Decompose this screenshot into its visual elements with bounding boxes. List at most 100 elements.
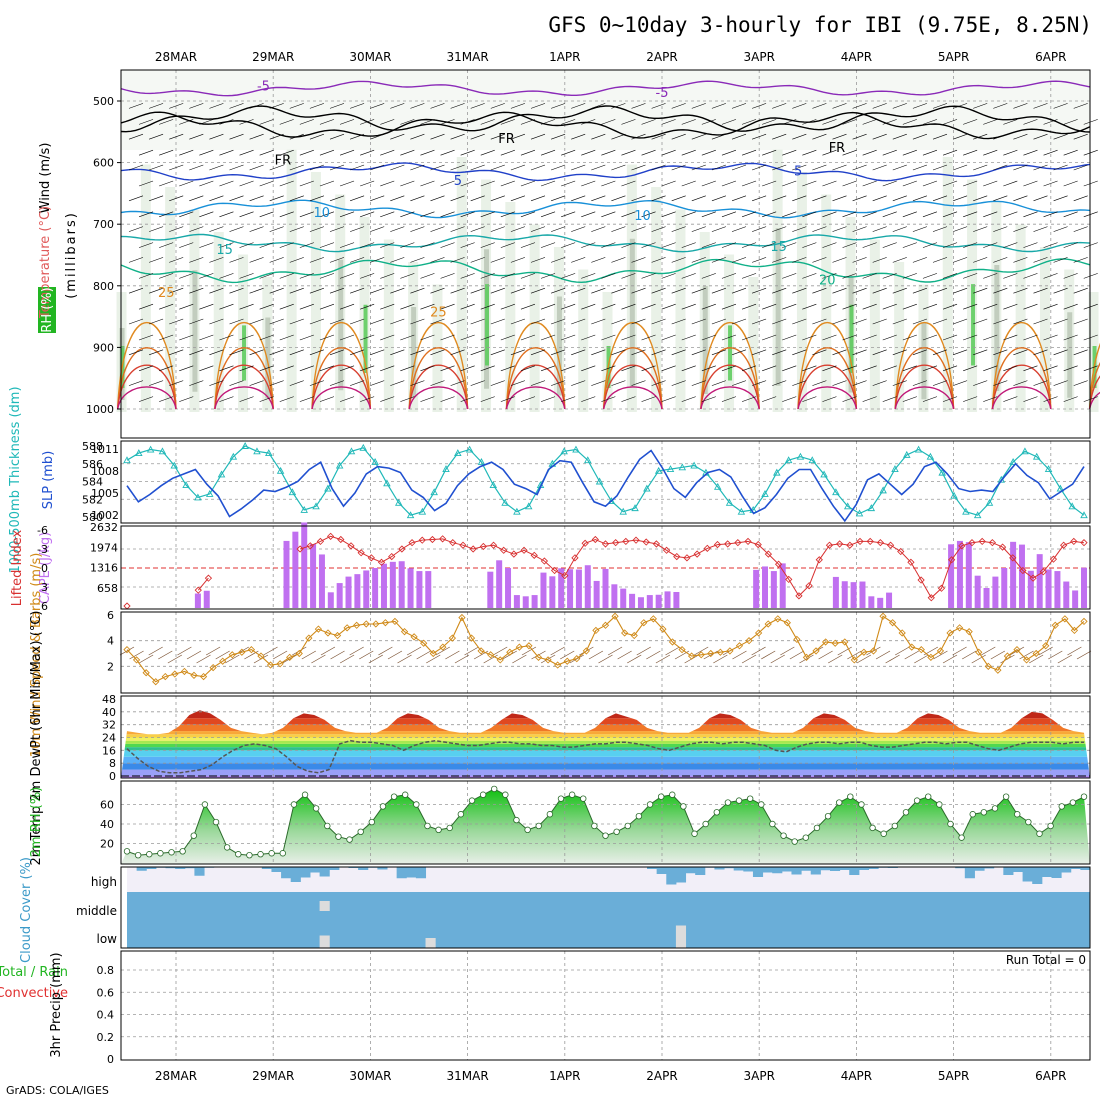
- wind-barb: [339, 334, 355, 341]
- cape-tick-label: 1316: [90, 562, 118, 575]
- cloud-mid-low-fill: [127, 892, 1090, 948]
- wind-barb: [440, 119, 455, 125]
- wind-barb: [621, 334, 636, 341]
- rh2m-point: [268, 850, 275, 857]
- wind-barb: [1023, 180, 1038, 187]
- rh2m-point: [502, 791, 509, 798]
- wind-barb: [380, 119, 395, 125]
- lifted-index-point: [846, 541, 854, 549]
- wind-barb: [269, 287, 284, 294]
- wind-barb: [772, 103, 787, 109]
- wind10m-speed-point: [917, 646, 925, 654]
- wind-barb: [1073, 103, 1088, 109]
- cloud-high-bar: [791, 867, 802, 875]
- rh2m-point: [1080, 793, 1088, 800]
- wind-barb: [591, 133, 606, 140]
- wind-barb: [339, 365, 355, 372]
- wind10m-barb: [961, 650, 977, 660]
- wind-barb: [751, 133, 767, 140]
- thickness-point: [643, 484, 651, 492]
- lifted-index-point: [1070, 537, 1078, 546]
- wind-barb: [581, 273, 596, 279]
- wind10m-barb: [186, 650, 202, 660]
- rh2m-point: [212, 818, 220, 826]
- wind10m-speed-point: [697, 651, 705, 659]
- wind-barb: [299, 119, 314, 125]
- cape-bar: [318, 554, 325, 608]
- cloud-high-bar: [1012, 867, 1024, 872]
- wind-barb: [872, 164, 887, 171]
- cloud-low-gap: [675, 925, 687, 948]
- contour-label: 10: [314, 206, 331, 221]
- lifted-index-point: [377, 558, 386, 566]
- wind-barb: [942, 149, 958, 156]
- cape-bar: [549, 576, 556, 608]
- wind-barb: [802, 242, 817, 248]
- cape-bar: [575, 569, 582, 608]
- cape-bar: [1010, 541, 1017, 608]
- lifted-index-point: [326, 532, 335, 540]
- wind-barb: [912, 133, 928, 140]
- top-date-label: 5APR: [938, 50, 969, 64]
- wind-barb: [993, 133, 1008, 140]
- wind-barb: [480, 303, 495, 310]
- wind10m-barb: [282, 654, 297, 664]
- wind-barb: [279, 149, 294, 156]
- wind-barb: [179, 365, 194, 372]
- wind-barb: [922, 273, 938, 279]
- cloud-high-bar: [175, 867, 186, 869]
- wind-barb: [581, 242, 596, 248]
- wind10m-speed-point: [601, 621, 610, 629]
- wind-barb: [762, 303, 777, 310]
- wind-barb: [199, 180, 214, 187]
- rh2m-point: [824, 813, 832, 820]
- lifted-index-line: [197, 535, 1085, 599]
- wind-barb: [731, 133, 747, 140]
- lifted-index-point: [876, 539, 885, 547]
- wind-barb: [711, 133, 727, 140]
- wind-barb: [812, 103, 827, 109]
- wind-barb: [410, 318, 425, 325]
- cloud-high-bar: [984, 867, 995, 869]
- wind10m-speed-point: [554, 661, 562, 669]
- wind-barb: [581, 119, 596, 125]
- wind-barb: [701, 273, 716, 279]
- wind-barb: [480, 119, 495, 125]
- lifted-index-point: [927, 594, 935, 602]
- lifted-index-point: [652, 540, 661, 548]
- lifted-index-point: [785, 575, 793, 584]
- cloud-high-bar: [1032, 867, 1043, 884]
- lifted-index-point: [998, 543, 1007, 551]
- wind-barb: [1023, 365, 1038, 372]
- wind-barb: [269, 318, 284, 325]
- wind-barb: [973, 195, 988, 202]
- wind10m-barb: [780, 646, 795, 656]
- wind-barb: [279, 303, 294, 310]
- wind-barb: [882, 149, 897, 156]
- cape-bar: [646, 595, 653, 608]
- wind-barb: [299, 180, 314, 187]
- cape-bar: [673, 591, 680, 608]
- wind-barb: [430, 318, 445, 325]
- cape-bar: [859, 581, 866, 608]
- lifted-index-point: [388, 552, 396, 561]
- cape-bar: [753, 569, 760, 608]
- wind10m-barb: [665, 646, 680, 656]
- thickness-tick-label: 586: [82, 458, 103, 471]
- wind-barb: [621, 149, 636, 156]
- wind-barb: [862, 119, 877, 125]
- wind-barb: [822, 273, 837, 279]
- wind-barb: [370, 349, 385, 356]
- wind10m-speed-point: [659, 625, 667, 633]
- wind-barb: [440, 303, 455, 310]
- rh-shade-dark: [702, 286, 708, 394]
- wind-barb: [882, 303, 897, 310]
- wind-barb: [651, 349, 666, 356]
- wind-barb: [973, 380, 988, 386]
- wind-barb: [209, 164, 224, 171]
- wind10m-speed-point: [649, 615, 657, 623]
- surface-temperature-contour: [1088, 362, 1100, 410]
- wind-barb: [470, 380, 485, 386]
- wind-barb: [128, 287, 144, 294]
- wind-barb: [470, 195, 485, 202]
